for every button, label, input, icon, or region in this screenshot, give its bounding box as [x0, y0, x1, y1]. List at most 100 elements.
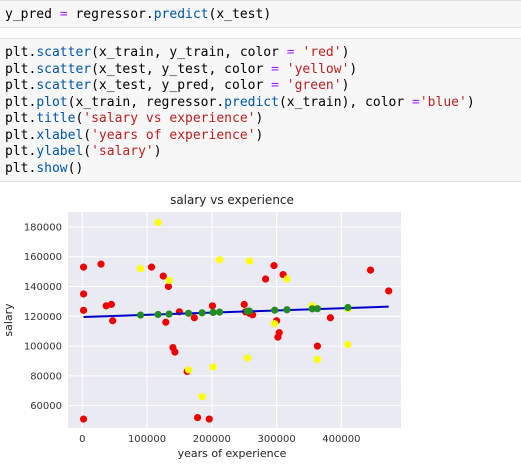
- code-token: [279, 62, 287, 77]
- code-token: ): [466, 94, 475, 110]
- yellow-point: [243, 354, 252, 362]
- green-point: [245, 307, 254, 315]
- yellow-point: [154, 218, 162, 227]
- yellow-point: [165, 276, 173, 285]
- yellow-point: [283, 275, 291, 283]
- green-point: [165, 310, 173, 318]
- code-token: 'blue': [419, 94, 467, 110]
- green-point: [215, 308, 224, 316]
- code-token: [279, 78, 287, 93]
- green-point: [308, 305, 316, 313]
- code-token: (x_test, y_test, color: [91, 61, 272, 77]
- red-point: [261, 275, 270, 283]
- code-token: plt.: [5, 78, 37, 93]
- y-axis-ticks: 60000 80000 100000 120000 140000 160000 180000: [24, 222, 62, 412]
- x-tick-label: 200000: [193, 434, 231, 445]
- code-token: ): [153, 144, 162, 159]
- code-token: (x_test): [208, 7, 272, 22]
- code-token: plt.: [5, 94, 37, 110]
- code-line: plt.title('salary vs experience'): [5, 111, 263, 127]
- code-token: ylabel: [36, 144, 84, 159]
- code-cell-predict[interactable]: y_pred = regressor.predict(x_test): [0, 0, 521, 28]
- code-token: =: [271, 61, 279, 77]
- code-token: 'yellow': [286, 61, 350, 77]
- yellow-point: [215, 256, 224, 264]
- green-point: [313, 305, 322, 313]
- code-token: ): [341, 45, 350, 60]
- red-point: [159, 272, 167, 280]
- green-point: [184, 309, 193, 317]
- green-point: [198, 309, 206, 317]
- code-token: plt.: [5, 160, 37, 176]
- x-axis-ticks: 0 100000 200000 300000 400000: [79, 434, 360, 445]
- code-token: (x_test, y_pred, color: [91, 78, 272, 93]
- code-token: xlabel: [36, 127, 84, 143]
- code-token: (): [67, 160, 84, 176]
- chart-title: salary vs experience: [170, 193, 294, 207]
- red-point: [313, 342, 322, 350]
- x-tick-label: 300000: [258, 434, 296, 445]
- regression-line: [83, 305, 389, 319]
- red-point: [79, 290, 88, 298]
- code-token: plt.: [5, 111, 37, 126]
- yellow-point: [271, 320, 279, 328]
- red-point: [109, 317, 117, 325]
- code-token: plt.: [5, 144, 37, 159]
- code-token: ): [349, 61, 358, 77]
- y-tick-label: 100000: [24, 342, 62, 353]
- code-token: plt.: [5, 45, 37, 60]
- code-line: plt.scatter(x_test, y_test, color = 'yel…: [5, 62, 357, 78]
- green-point: [271, 306, 279, 314]
- y-tick-label: 80000: [30, 371, 62, 382]
- green-point: [209, 308, 217, 317]
- code-token: plt.: [5, 61, 37, 77]
- code-line: plt.scatter(x_test, y_pred, color = 'gre…: [5, 78, 349, 94]
- red-point: [97, 260, 105, 268]
- code-token: (: [75, 111, 84, 126]
- code-cell-plot[interactable]: plt.scatter(x_train, y_train, color = 'r…: [0, 38, 521, 182]
- green-point: [154, 310, 162, 319]
- y-tick-label: 140000: [24, 282, 62, 293]
- red-point: [147, 263, 156, 271]
- code-token: 'red': [302, 45, 342, 60]
- x-tick-label: 400000: [322, 434, 360, 445]
- y-tick-label: 60000: [30, 401, 62, 412]
- code-token: y_pred: [5, 7, 52, 22]
- yellow-point: [198, 393, 206, 401]
- red-point: [79, 415, 88, 423]
- yellow-point: [344, 340, 352, 349]
- yellow-point: [209, 363, 217, 371]
- red-point: [190, 314, 198, 322]
- code-token: scatter: [36, 61, 92, 77]
- y-axis-label: salary: [2, 303, 15, 337]
- plot-area: [68, 212, 401, 428]
- data-marks: [79, 218, 393, 423]
- code-token: plt.: [5, 127, 37, 143]
- green-point: [136, 311, 145, 319]
- code-token: ): [255, 127, 264, 143]
- code-token: plot: [36, 94, 68, 110]
- code-line: y_pred = regressor.predict(x_test): [5, 7, 271, 23]
- red-point: [366, 266, 375, 274]
- code-token: (: [83, 127, 92, 143]
- red-point: [79, 263, 88, 271]
- code-line: plt.plot(x_train, regressor.predict(x_tr…: [5, 95, 475, 111]
- yellow-point: [245, 257, 254, 265]
- red-point: [193, 413, 202, 422]
- red-point: [208, 302, 217, 310]
- red-point: [205, 415, 213, 423]
- red-point: [275, 329, 283, 337]
- yellow-point: [184, 366, 193, 374]
- code-token: (: [83, 144, 92, 159]
- code-line: plt.ylabel('salary'): [5, 144, 162, 160]
- code-token: scatter: [36, 45, 92, 60]
- code-token: title: [36, 111, 76, 126]
- red-point: [164, 282, 173, 291]
- x-tick-label: 100000: [128, 434, 166, 445]
- code-token: =: [286, 45, 295, 60]
- code-token: 'years of experience': [91, 127, 256, 143]
- red-point: [171, 348, 179, 356]
- green-point: [344, 303, 352, 312]
- code-token: 'salary vs experience': [83, 111, 256, 126]
- y-tick-label: 180000: [24, 222, 62, 233]
